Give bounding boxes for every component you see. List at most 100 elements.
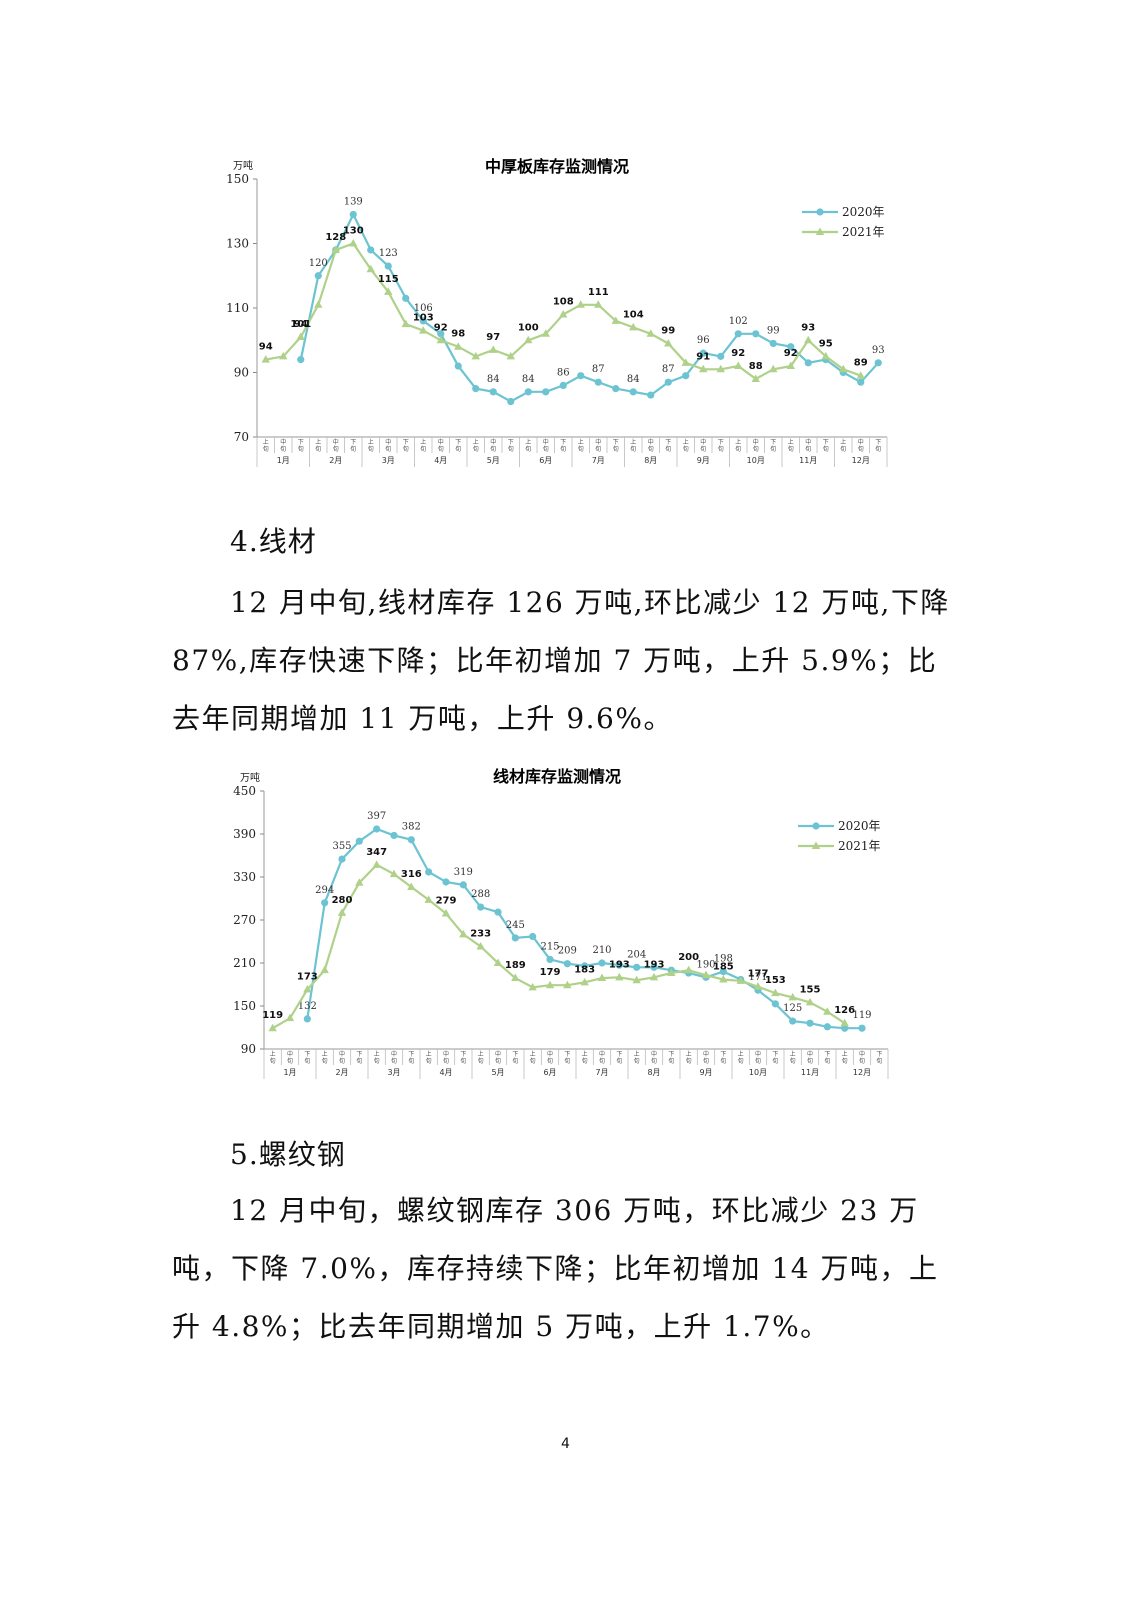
x-period-label-bottom: 旬	[385, 445, 391, 453]
x-period-label-top: 上	[322, 1050, 328, 1058]
x-period-label-bottom: 旬	[651, 1057, 657, 1065]
x-period-label-top: 上	[735, 438, 741, 446]
x-period-label-top: 中	[651, 1050, 657, 1058]
data-label-2021年: 183	[574, 964, 595, 975]
data-point-2020年	[629, 388, 637, 396]
x-period-label-bottom: 旬	[560, 445, 566, 453]
series-line-2020年	[306, 827, 862, 1030]
legend-label-2020年: 2020年	[838, 819, 881, 833]
data-point-2021年	[839, 364, 848, 373]
x-period-label-top: 下	[668, 1051, 674, 1058]
x-period-label-top: 下	[720, 1051, 726, 1058]
x-period-label-bottom: 旬	[807, 1057, 813, 1065]
data-point-2021年	[424, 895, 433, 903]
data-label-2021年: 89	[854, 358, 868, 369]
data-point-2020年	[771, 1000, 779, 1008]
x-month-label: 3月	[382, 456, 395, 465]
data-point-2021年	[389, 869, 399, 878]
x-period-label-bottom: 旬	[403, 445, 409, 453]
data-point-2021年	[734, 361, 743, 370]
x-period-label-top: 上	[842, 1050, 848, 1058]
x-month-label: 8月	[647, 1068, 660, 1077]
data-point-2021年	[471, 351, 480, 360]
data-point-2020年	[717, 352, 725, 360]
data-label-2021年: 279	[436, 896, 457, 907]
x-month-label: 11月	[799, 456, 817, 465]
x-period-label-bottom: 旬	[703, 1057, 709, 1065]
x-period-label-bottom: 旬	[859, 1057, 865, 1065]
data-label-2021年: 108	[553, 296, 574, 307]
x-period-label-bottom: 旬	[455, 445, 461, 453]
x-period-label-bottom: 旬	[824, 1057, 830, 1065]
legend-marker-2021年	[811, 841, 821, 849]
data-point-2021年	[296, 332, 305, 341]
x-month-label: 10月	[747, 456, 765, 465]
x-period-label-top: 中	[438, 438, 444, 446]
x-period-label-bottom: 旬	[438, 445, 444, 453]
data-point-2021年	[320, 965, 329, 974]
data-point-2020年	[459, 881, 467, 889]
data-point-2021年	[261, 355, 270, 363]
x-period-label-bottom: 旬	[595, 445, 601, 453]
x-month-label: 6月	[543, 1068, 556, 1077]
x-month-label: 2月	[329, 456, 342, 465]
data-point-2021年	[804, 335, 813, 344]
data-label-2020年: 132	[298, 1001, 317, 1012]
data-point-2020年	[612, 385, 620, 393]
x-period-label-top: 上	[790, 1050, 796, 1058]
x-period-label-top: 中	[595, 438, 601, 446]
data-label-2021年: 101	[290, 319, 311, 330]
data-point-2021年	[823, 1007, 832, 1015]
page-number: 4	[561, 1436, 570, 1452]
data-point-2021年	[805, 997, 815, 1006]
x-month-label: 1月	[277, 456, 290, 465]
x-period-label-bottom: 旬	[495, 1057, 501, 1065]
x-period-label-bottom: 旬	[616, 1057, 622, 1065]
x-period-label-top: 下	[823, 439, 829, 446]
x-period-label-top: 下	[455, 439, 461, 446]
data-point-2020年	[419, 317, 427, 325]
x-period-label-top: 中	[443, 1050, 449, 1058]
section-text-wire-rod: 12 月中旬,线材库存 126 万吨,环比减少 12 万吨,下降 87%,库存快…	[172, 586, 950, 735]
data-label-2020年: 99	[767, 325, 780, 336]
x-period-label-bottom: 旬	[648, 445, 654, 453]
x-period-label-top: 上	[478, 1050, 484, 1058]
chart-plate-svg: 中厚板库存监测情况万吨7090110130150上旬中旬下旬上旬中旬下旬上旬中旬…	[226, 157, 888, 467]
data-point-2020年	[858, 1024, 866, 1032]
x-period-label-bottom: 旬	[582, 1057, 588, 1065]
x-period-label-top: 下	[356, 1051, 362, 1058]
section-heading-wire-rod: 4.线材	[230, 525, 317, 558]
data-label-2021年: 155	[800, 984, 821, 995]
x-period-label-top: 下	[304, 1051, 310, 1058]
x-period-label-top: 上	[263, 438, 269, 446]
data-point-2020年	[789, 1017, 797, 1025]
data-label-2020年: 119	[852, 1010, 871, 1021]
x-period-label-top: 中	[858, 438, 864, 446]
data-label-2021年: 94	[294, 319, 308, 330]
data-label-2021年: 97	[486, 332, 500, 343]
x-period-label-bottom: 旬	[530, 1057, 536, 1065]
data-label-2021年: 115	[378, 274, 399, 285]
chart-wire-rod-inventory: 线材库存监测情况 万吨 90 150 210 270 330 390 450 上旬中旬下旬上旬中旬…	[200, 760, 920, 1100]
data-point-2021年	[856, 371, 865, 379]
data-point-2021年	[629, 322, 638, 331]
data-label-2020年: 93	[872, 345, 885, 356]
data-point-2021年	[719, 974, 728, 983]
data-point-2020年	[297, 356, 305, 364]
chart-title: 线材库存监测情况	[493, 767, 621, 786]
x-period-label-top: 中	[547, 1050, 553, 1058]
data-point-2020年	[384, 262, 392, 270]
x-period-label-top: 上	[630, 438, 636, 446]
data-point-2021年	[493, 958, 503, 966]
data-label-2021年: 177	[748, 969, 769, 980]
data-point-2021年	[407, 882, 416, 891]
data-point-2021年	[597, 973, 607, 982]
data-point-2020年	[841, 1024, 849, 1032]
x-period-label-bottom: 旬	[564, 1057, 570, 1065]
legend-marker-2021年	[815, 227, 825, 235]
x-period-label-bottom: 旬	[374, 1057, 380, 1065]
x-period-label-bottom: 旬	[426, 1057, 432, 1065]
data-point-2020年	[529, 932, 537, 941]
x-period-label-bottom: 旬	[755, 1057, 761, 1065]
data-label-2021年: 128	[325, 232, 346, 243]
